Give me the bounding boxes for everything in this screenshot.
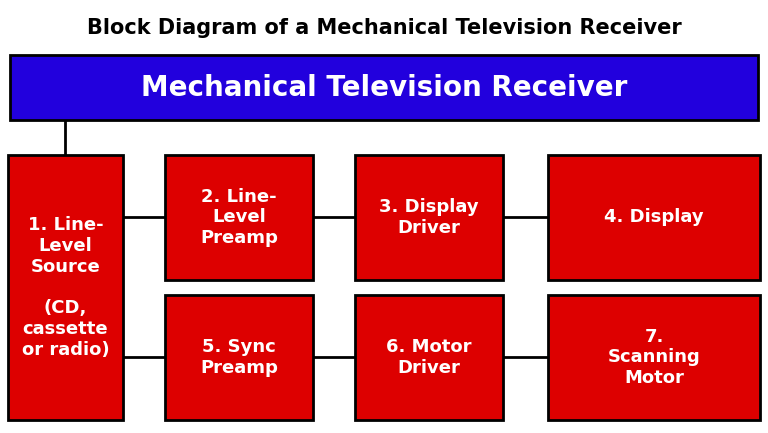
FancyBboxPatch shape [10, 55, 758, 120]
Text: 3. Display
Driver: 3. Display Driver [379, 198, 478, 237]
Text: Mechanical Television Receiver: Mechanical Television Receiver [141, 74, 627, 101]
Text: 2. Line-
Level
Preamp: 2. Line- Level Preamp [200, 187, 278, 247]
Text: 1. Line-
Level
Source

(CD,
cassette
or radio): 1. Line- Level Source (CD, cassette or r… [22, 216, 109, 359]
FancyBboxPatch shape [165, 295, 313, 420]
Text: 6. Motor
Driver: 6. Motor Driver [386, 338, 472, 377]
FancyBboxPatch shape [8, 155, 123, 420]
Text: Block Diagram of a Mechanical Television Receiver: Block Diagram of a Mechanical Television… [87, 18, 681, 38]
FancyBboxPatch shape [355, 295, 503, 420]
FancyBboxPatch shape [548, 155, 760, 280]
FancyBboxPatch shape [355, 155, 503, 280]
Text: 5. Sync
Preamp: 5. Sync Preamp [200, 338, 278, 377]
FancyBboxPatch shape [165, 155, 313, 280]
Text: 7.
Scanning
Motor: 7. Scanning Motor [607, 328, 700, 387]
Text: 4. Display: 4. Display [604, 209, 703, 226]
FancyBboxPatch shape [548, 295, 760, 420]
